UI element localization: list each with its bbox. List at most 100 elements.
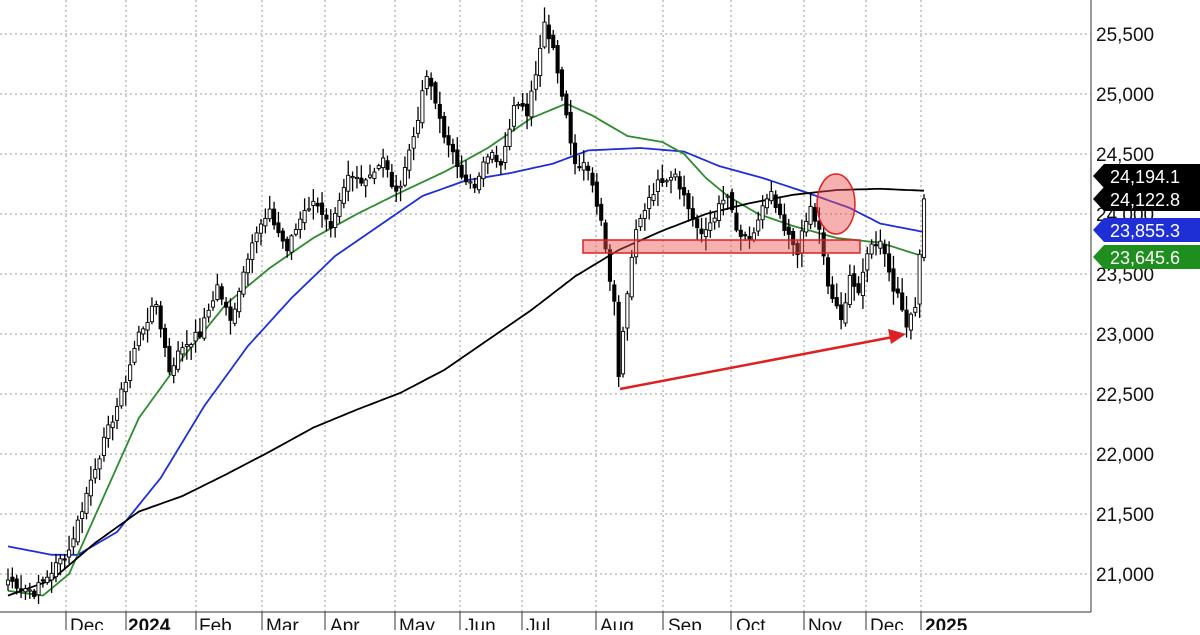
candle (664, 178, 669, 188)
y-tick-label: 23,000 (1096, 325, 1154, 346)
candle (19, 575, 24, 599)
candle (298, 211, 303, 239)
candle (293, 223, 298, 237)
candle (324, 208, 329, 232)
candle (878, 229, 883, 255)
candle (101, 427, 107, 462)
candle (106, 415, 111, 448)
candle (773, 190, 778, 213)
price-tag: 23,855.3 (1093, 218, 1200, 242)
candle (184, 330, 189, 360)
candle (760, 195, 765, 229)
candle (572, 134, 578, 175)
candle (647, 185, 652, 220)
candle (311, 189, 316, 220)
candle (110, 415, 115, 441)
candle (708, 210, 713, 238)
candle (721, 186, 726, 216)
candle (141, 326, 146, 341)
candle (677, 170, 682, 200)
candle (398, 180, 403, 202)
candle (830, 276, 835, 303)
candle (590, 167, 595, 193)
candle (424, 70, 429, 96)
candle (350, 171, 355, 192)
candle (725, 193, 730, 210)
candle (328, 209, 333, 238)
higher-low-arrow (619, 335, 894, 391)
candle (154, 300, 159, 315)
x-tick-label: Dec (870, 616, 904, 630)
candle (716, 195, 722, 228)
x-tick-label: Jun (465, 616, 496, 630)
candle (285, 236, 290, 258)
candle (58, 553, 63, 576)
candle (472, 177, 477, 193)
grid-lines (0, 0, 1091, 612)
x-tick-label: Nov (808, 616, 842, 630)
candle (45, 570, 50, 585)
candle (695, 214, 700, 241)
candle (267, 195, 272, 222)
candle (394, 174, 399, 203)
candle (873, 231, 879, 256)
candle (603, 219, 608, 254)
x-tick-label: Oct (736, 616, 766, 630)
candle (507, 119, 512, 151)
candle (5, 568, 11, 591)
candle (638, 214, 643, 231)
candle (158, 300, 163, 338)
candle (577, 155, 582, 172)
candle (40, 576, 45, 588)
x-tick-label: Feb (199, 616, 232, 630)
candle (206, 303, 211, 323)
candle (856, 276, 861, 296)
candle (869, 239, 874, 259)
candle (123, 375, 128, 406)
candle (49, 561, 54, 593)
x-tick-label: Apr (330, 616, 360, 630)
candle (420, 80, 425, 129)
candle (660, 164, 665, 187)
candle (703, 217, 708, 251)
candle (913, 297, 918, 317)
candles (5, 7, 927, 604)
candle (320, 192, 325, 228)
candle (93, 458, 98, 484)
candle (655, 169, 660, 207)
candle (75, 515, 80, 546)
candle (32, 588, 37, 600)
price-tag: 23,645.6 (1093, 245, 1200, 269)
candle (167, 338, 172, 375)
candle (145, 307, 150, 343)
candle (333, 207, 338, 238)
candle (219, 283, 224, 306)
candle (586, 161, 591, 181)
candle (202, 307, 207, 341)
y-tick-label: 22,000 (1096, 445, 1154, 466)
y-tick-label: 23,500 (1096, 265, 1154, 286)
x-tick-label: 2025 (925, 616, 968, 630)
price-tag-label: 24,122.8 (1110, 190, 1180, 210)
moving-average-line (7, 102, 925, 597)
candle (620, 326, 626, 378)
candle (682, 175, 687, 207)
candle (699, 217, 704, 243)
candle (629, 250, 634, 301)
candle (900, 278, 905, 312)
price-tag-label: 24,194.1 (1110, 167, 1180, 187)
candle (128, 350, 133, 389)
candle (804, 212, 809, 237)
price-tag-label: 23,855.3 (1110, 221, 1180, 241)
candle (634, 219, 639, 265)
candle (23, 584, 28, 600)
candle (385, 155, 390, 178)
candle (250, 234, 255, 274)
candle (241, 266, 246, 298)
candle (642, 203, 647, 231)
candle (80, 502, 85, 534)
candle (551, 29, 556, 51)
y-axis: 21,00021,50022,00022,50023,00023,50024,0… (1096, 25, 1154, 586)
annotations (582, 173, 906, 391)
